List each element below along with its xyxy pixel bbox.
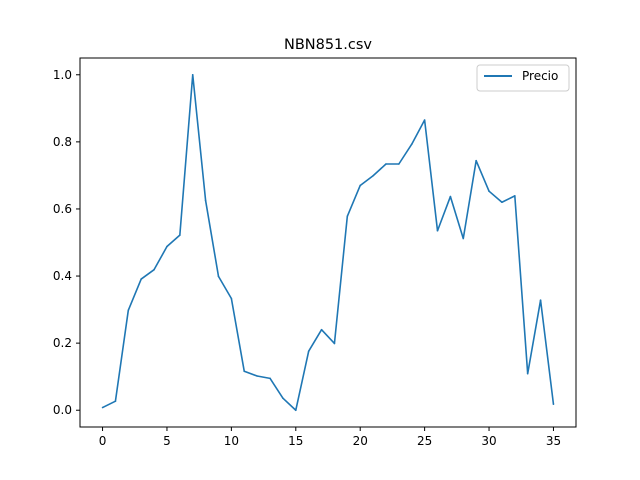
data-point: [282, 397, 284, 399]
y-tick-label: 0.2: [53, 336, 72, 350]
data-point: [333, 342, 336, 345]
data-point: [307, 350, 310, 352]
data-point: [385, 163, 387, 165]
data-point: [230, 297, 233, 300]
y-axis: 0.0 0.2 0.4 0.6 0.8 1.0: [53, 68, 80, 417]
data-point: [166, 245, 168, 248]
data-point: [191, 73, 194, 76]
y-tick-label: 0.6: [53, 202, 72, 216]
data-point: [423, 119, 426, 121]
series-line-precio: [102, 73, 555, 412]
x-tick-label: 15: [288, 434, 303, 448]
data-point: [217, 275, 220, 278]
data-point: [526, 372, 529, 375]
y-tick-label: 0.0: [53, 403, 72, 417]
data-point: [204, 199, 207, 202]
data-point: [514, 195, 516, 197]
data-point: [488, 190, 490, 192]
data-point: [501, 201, 503, 204]
data-point: [398, 163, 400, 165]
data-point: [140, 278, 142, 280]
x-tick-label: 20: [353, 434, 368, 448]
data-point: [101, 406, 104, 409]
data-point: [449, 195, 452, 198]
x-tick-label: 30: [481, 434, 496, 448]
plot-area: [79, 57, 577, 428]
data-point: [346, 215, 349, 218]
data-point: [552, 403, 555, 405]
data-point: [179, 234, 181, 236]
x-tick-label: 25: [417, 434, 432, 448]
data-point: [269, 377, 271, 380]
x-axis: 0 5 10 15 20 25 30 35: [99, 427, 561, 448]
data-point: [127, 309, 130, 312]
data-point: [359, 184, 362, 187]
legend-label-precio: Precio: [522, 69, 558, 83]
axes-frame: [79, 57, 577, 428]
x-tick-label: 35: [546, 434, 561, 448]
series-layer: [101, 73, 555, 412]
data-point: [294, 409, 297, 412]
y-tick-label: 1.0: [53, 68, 72, 82]
data-point: [256, 375, 258, 377]
data-point: [320, 328, 323, 331]
chart-title: NBN851.csv: [284, 37, 372, 53]
x-tick-label: 0: [99, 434, 107, 448]
data-point: [539, 299, 542, 302]
data-point: [243, 370, 246, 373]
y-tick-label: 0.4: [53, 269, 72, 283]
data-point: [462, 237, 465, 240]
data-point: [436, 229, 439, 232]
y-tick-label: 0.8: [53, 135, 72, 149]
x-tick-label: 10: [224, 434, 239, 448]
data-point: [114, 400, 117, 402]
data-point: [475, 159, 477, 162]
data-point: [410, 143, 413, 146]
x-tick-label: 5: [163, 434, 171, 448]
legend-box: [476, 64, 570, 92]
data-point: [153, 268, 155, 271]
data-point: [372, 174, 374, 177]
legend: Precio: [476, 64, 570, 92]
